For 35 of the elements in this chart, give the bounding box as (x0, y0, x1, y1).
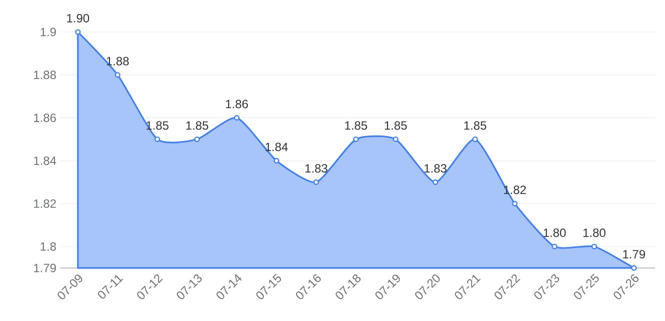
point (591, 244, 598, 250)
data-label: 1.80 (583, 228, 606, 237)
point (75, 29, 81, 35)
point (512, 200, 518, 206)
point (552, 244, 558, 250)
data-label: 1.88 (106, 56, 129, 66)
point (274, 158, 280, 164)
y-tick-label: 1.9 (40, 28, 56, 36)
point (313, 179, 319, 185)
point (432, 179, 438, 185)
y-tick-label: 1.84 (34, 156, 56, 165)
y-tick-label: 1.79 (34, 264, 56, 272)
point (194, 136, 200, 142)
data-label: 1.80 (544, 228, 566, 237)
data-label: 1.79 (623, 250, 646, 258)
point (353, 136, 359, 142)
data-label: 1.85 (464, 121, 486, 130)
data-label: 1.90 (67, 14, 90, 22)
y-tick-label: 1.86 (34, 114, 56, 122)
point (234, 115, 240, 121)
point (114, 72, 120, 78)
point (631, 265, 637, 271)
data-label: 1.84 (266, 142, 288, 152)
y-tick-label: 1.82 (34, 199, 56, 208)
data-label: 1.85 (345, 121, 368, 130)
point (472, 136, 478, 142)
data-label: 1.85 (186, 121, 208, 130)
point (392, 136, 398, 142)
data-label: 1.86 (226, 100, 248, 108)
data-label: 1.83 (305, 164, 328, 173)
point (154, 136, 160, 142)
y-tick-label: 1.88 (34, 70, 56, 80)
data-label: 1.83 (424, 164, 446, 173)
data-label: 1.85 (384, 121, 407, 130)
y-tick-label: 1.8 (40, 242, 56, 251)
